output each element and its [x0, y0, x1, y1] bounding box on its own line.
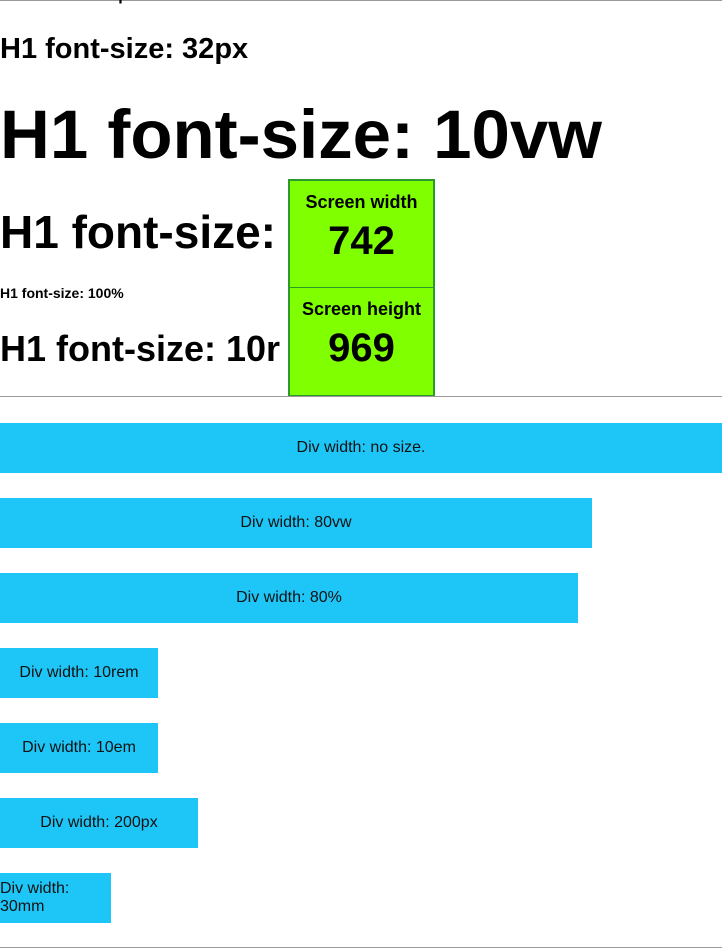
div-bar: Div width: 10rem	[0, 648, 158, 698]
width-cell: Screen width 742	[290, 181, 433, 287]
height-cell: Screen height 969	[290, 287, 433, 394]
div-bar: Div width: 80%	[0, 573, 578, 623]
heading: H1 font-size: 100%	[0, 285, 124, 301]
hr	[0, 396, 722, 397]
value: 742	[328, 219, 395, 263]
hr	[0, 947, 722, 948]
div-bar: Div width: no size.	[0, 423, 722, 473]
div-bar: Div width: 30mm	[0, 873, 111, 923]
heading: H1 font-size: 10vw	[0, 96, 602, 173]
screen-size-box: Screen width 742 Screen height 969	[288, 179, 435, 397]
div-bar: Div width: 10em	[0, 723, 158, 773]
div-bar: Div width: 200px	[0, 798, 198, 848]
top-rule	[0, 0, 722, 1]
value: 969	[328, 326, 395, 370]
div-bar: Div width: 80vw	[0, 498, 592, 548]
label: Screen width	[305, 192, 418, 212]
heading: H1 font-size: 32px	[0, 33, 249, 65]
heading: H1 font-size: 10r	[0, 328, 281, 369]
heading: H1 font-size: 16px	[0, 0, 137, 4]
heading: H1 font-size:	[0, 206, 276, 258]
label: Screen height	[301, 299, 422, 319]
